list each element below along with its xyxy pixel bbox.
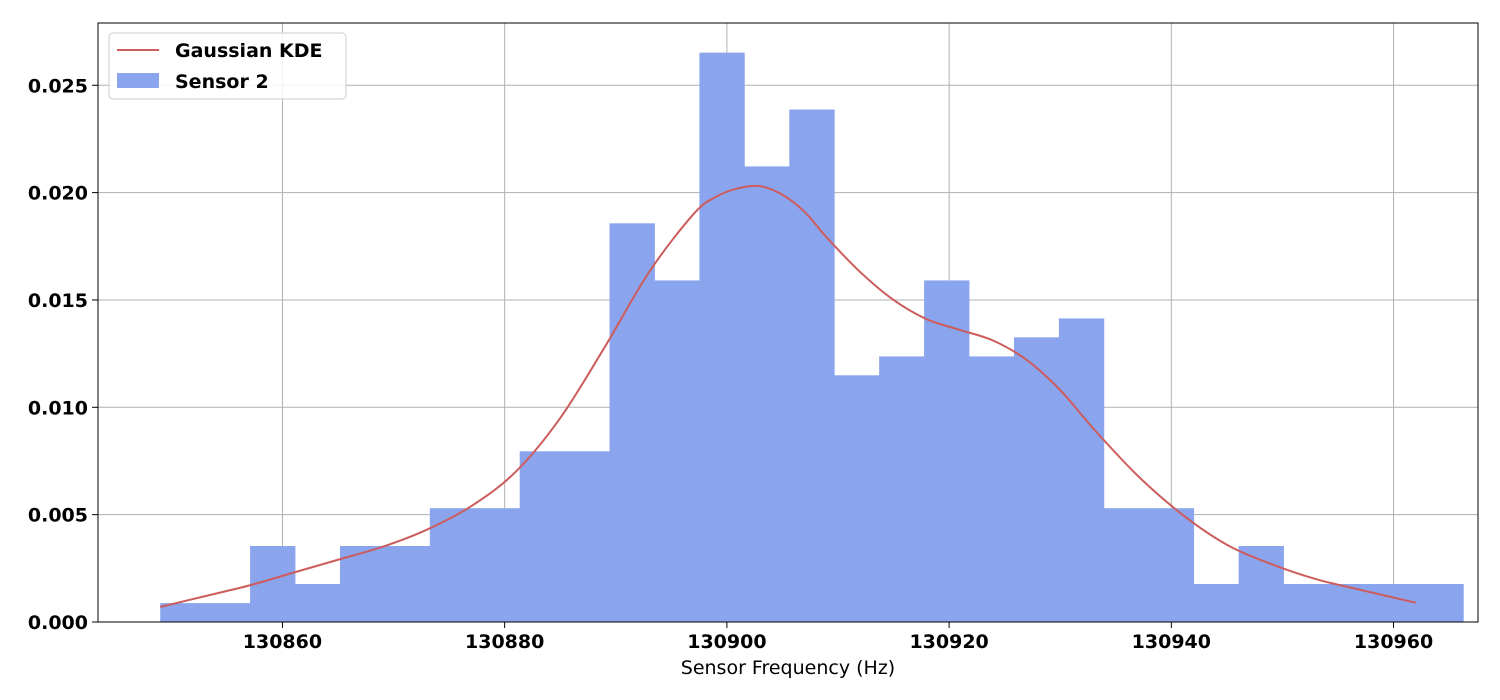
legend-histogram-swatch [117,73,159,88]
y-tick-label: 0.010 [28,397,88,419]
histogram-bar [609,223,655,623]
histogram-bar [1058,318,1105,622]
histogram-bar [1193,583,1240,622]
histogram-bar [205,603,251,622]
histogram-bar [295,583,341,622]
x-tick-label: 130880 [465,631,544,653]
histogram-bar [1328,583,1374,622]
histogram-bar [564,451,610,622]
histogram-bar [1103,508,1150,622]
histogram-bar [384,545,431,622]
plot-frame [97,22,1479,623]
histogram-bar [1373,583,1419,622]
histogram-bar [1148,508,1195,622]
legend: Gaussian KDE Sensor 2 [108,32,347,100]
histogram-bar [1283,583,1329,622]
y-tick-label: 0.000 [28,612,88,634]
kde-curve [159,184,1417,608]
histogram-bar [474,508,521,622]
legend-histogram-label: Sensor 2 [175,71,269,93]
histogram-bar [924,280,970,622]
x-axis-ticks: 130860 130880 130900 130920 130940 130960 [243,622,1433,653]
histogram-bar [519,451,566,622]
x-tick-label: 130960 [1354,631,1433,653]
histogram-bar [1418,583,1464,622]
x-axis-label: Sensor Frequency (Hz) [681,657,895,679]
histogram-bar [744,166,790,622]
histogram-bar [339,545,386,622]
histogram-bars [160,52,1464,623]
histogram-bar [429,508,476,622]
histogram-bar [699,52,745,623]
y-tick-label: 0.025 [28,75,88,97]
histogram-bar [654,280,700,622]
y-tick-label: 0.020 [28,183,88,205]
histogram-bar [1013,337,1060,622]
y-tick-label: 0.005 [28,505,88,527]
histogram-bar [834,375,880,622]
histogram-bar [1238,545,1284,622]
kde-curve-group [159,184,1417,608]
y-axis-ticks: 0.000 0.005 0.010 0.015 0.020 0.025 [28,75,98,634]
histogram-bar [969,356,1015,622]
histogram-bar [160,603,206,622]
x-tick-label: 130920 [909,631,988,653]
x-tick-label: 130940 [1132,631,1211,653]
x-tick-label: 130900 [687,631,766,653]
histogram-bar [789,109,835,623]
histogram-bar [879,356,925,622]
y-tick-label: 0.015 [28,290,88,312]
legend-kde-label: Gaussian KDE [175,40,323,62]
x-tick-label: 130860 [243,631,322,653]
legend-box [108,32,347,100]
